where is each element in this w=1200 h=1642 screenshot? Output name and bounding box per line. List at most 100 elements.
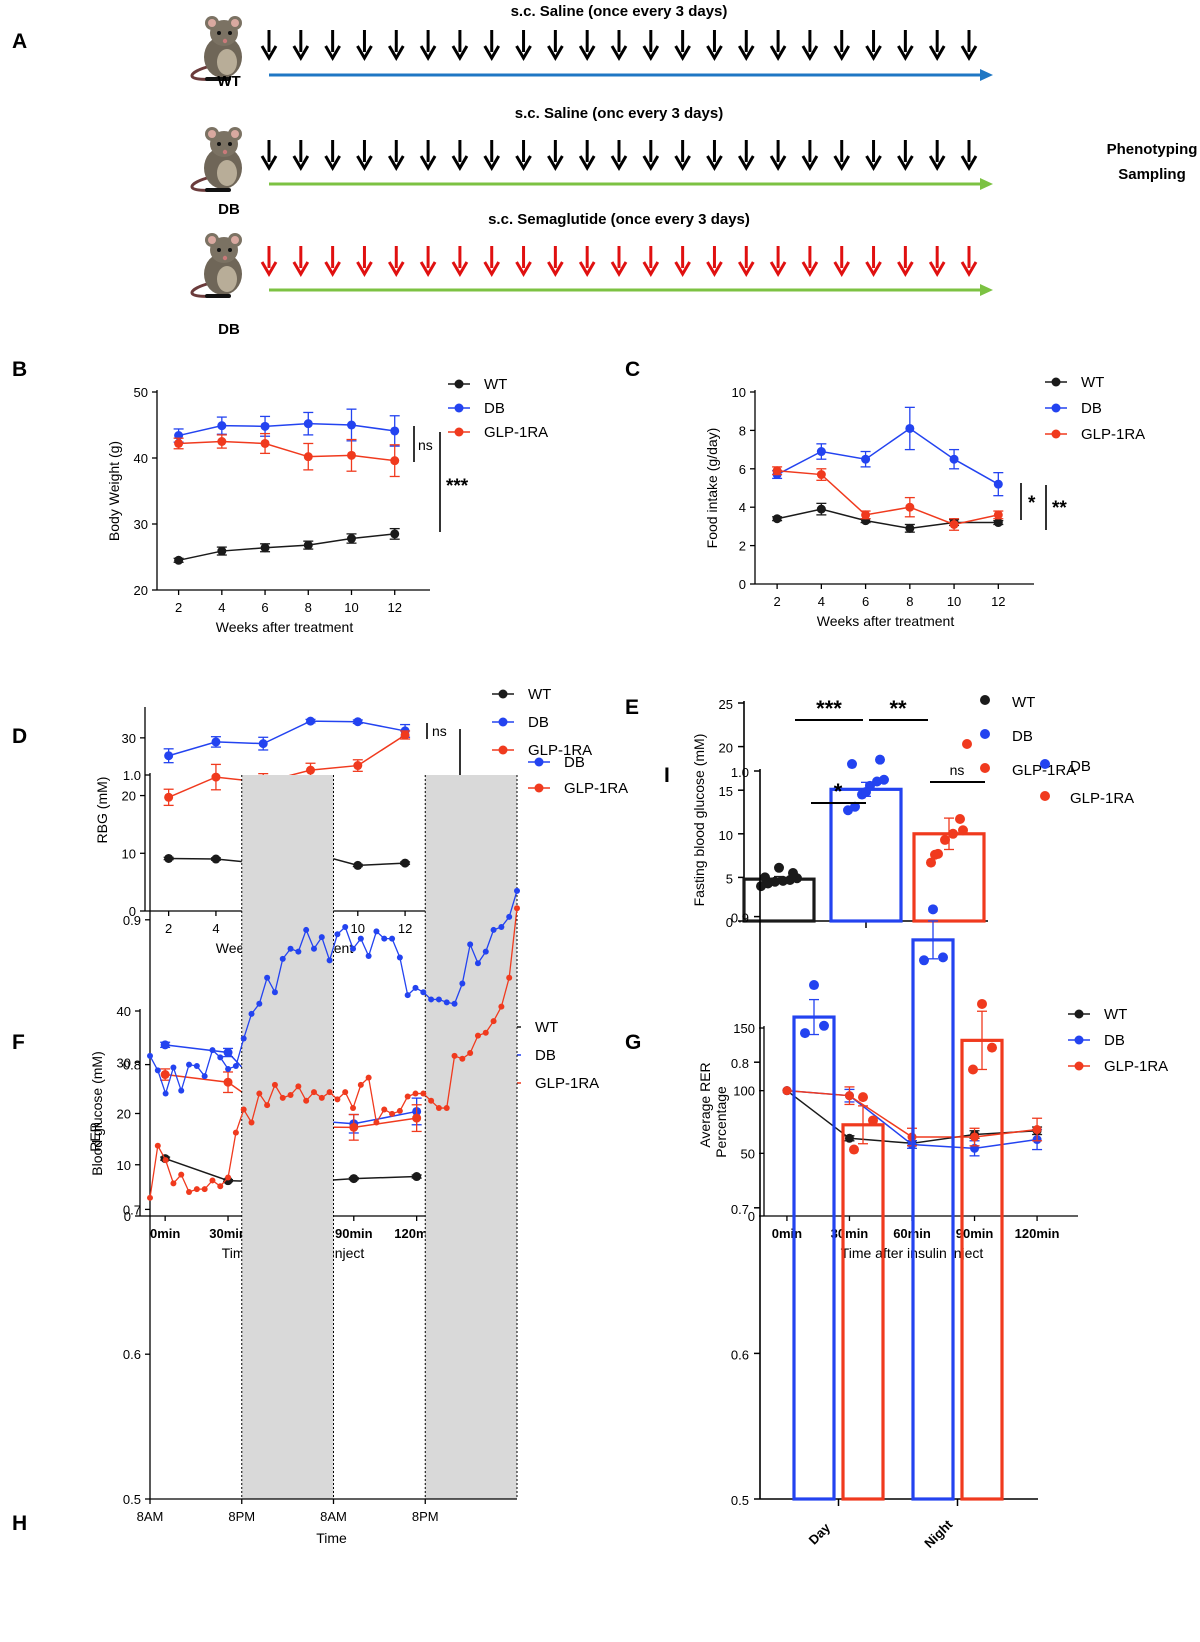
data-point bbox=[232, 1129, 239, 1136]
y-tick-label: 40 bbox=[134, 451, 148, 466]
chart-c: C 0 2 4 6 8 10 2 4 6 8 10 12 Weeks after treatment Foo… bbox=[625, 358, 1145, 629]
bar bbox=[911, 938, 955, 1501]
legend-marker bbox=[1074, 1035, 1084, 1045]
data-point bbox=[260, 421, 270, 431]
data-point bbox=[264, 1102, 271, 1109]
data-point bbox=[334, 1096, 341, 1103]
injection-arrowhead bbox=[387, 261, 405, 277]
injection-arrowhead bbox=[260, 261, 278, 277]
injection-arrowhead bbox=[801, 261, 819, 277]
injection-arrowhead bbox=[865, 261, 882, 277]
data-point bbox=[211, 737, 221, 747]
injection-arrowhead bbox=[737, 45, 755, 61]
panel-label-g: G bbox=[625, 1031, 641, 1054]
legend-label: WT bbox=[1081, 374, 1104, 391]
data-point bbox=[310, 945, 317, 952]
data-point bbox=[306, 765, 316, 775]
bar-group-db bbox=[792, 904, 955, 1501]
chart-h: H 0.5 0.6 0.7 0.8 0.9 1.0 8AM 8PM 8AM 8PM Time RER DB… bbox=[12, 754, 628, 1546]
data-point bbox=[861, 786, 871, 797]
injection-arrowhead bbox=[706, 155, 723, 171]
y-tick-label: 150 bbox=[733, 1021, 755, 1036]
data-point bbox=[193, 1063, 200, 1070]
data-point bbox=[373, 928, 380, 935]
panel-label-h: H bbox=[12, 1512, 27, 1535]
legend-marker bbox=[534, 783, 544, 793]
injection-arrowhead bbox=[897, 155, 914, 171]
timeline-arrowhead bbox=[980, 69, 993, 81]
x-axis-label: Weeks after treatment bbox=[817, 613, 955, 629]
x-tick-label: 0min bbox=[772, 1226, 802, 1241]
bar bbox=[792, 1015, 836, 1501]
data-point bbox=[949, 519, 959, 529]
mouse-ear-inner bbox=[208, 130, 216, 138]
data-point bbox=[271, 989, 278, 996]
data-point bbox=[178, 1087, 185, 1094]
y-axis-label: Fasting blood glucose (mM) bbox=[691, 734, 707, 907]
data-point bbox=[905, 423, 915, 433]
data-point bbox=[287, 945, 294, 952]
data-point bbox=[849, 1144, 859, 1155]
injection-arrowhead bbox=[356, 155, 373, 171]
significance-label: *** bbox=[816, 696, 842, 721]
data-point bbox=[490, 926, 497, 933]
data-point bbox=[987, 1042, 997, 1053]
data-point bbox=[993, 510, 1003, 520]
injection-arrowhead bbox=[292, 261, 310, 277]
legend-marker bbox=[1074, 1061, 1084, 1071]
injection-arrowhead bbox=[356, 261, 373, 277]
injection-arrowhead bbox=[960, 155, 978, 171]
night-shade bbox=[241, 775, 334, 1499]
series-glp-1ra bbox=[173, 432, 400, 478]
y-tick-label: 0.9 bbox=[123, 913, 141, 928]
data-point bbox=[390, 456, 400, 466]
injection-arrowhead bbox=[801, 45, 819, 61]
legend-label: GLP-1RA bbox=[528, 742, 592, 759]
data-point bbox=[162, 1157, 169, 1164]
series-line bbox=[178, 533, 395, 562]
injection-arrowhead bbox=[928, 261, 946, 277]
y-tick-label: 1.0 bbox=[123, 768, 141, 783]
y-tick-label: 25 bbox=[719, 697, 733, 712]
data-point bbox=[400, 858, 410, 868]
series-wt bbox=[173, 527, 400, 565]
mouse-ear-inner bbox=[231, 19, 239, 27]
mouse-nose bbox=[222, 149, 228, 155]
y-axis-label: Food intake (g/day) bbox=[704, 428, 720, 549]
data-point bbox=[926, 857, 936, 868]
data-point bbox=[858, 1092, 868, 1103]
legend-label: DB bbox=[484, 400, 505, 417]
injection-arrowhead bbox=[897, 45, 914, 61]
y-axis-label: Percentage bbox=[713, 1086, 729, 1158]
data-point bbox=[490, 1018, 497, 1025]
data-point bbox=[467, 1050, 474, 1057]
data-point bbox=[186, 1061, 193, 1068]
mouse-eye bbox=[217, 248, 221, 252]
data-point bbox=[400, 730, 410, 740]
mouse-ear-inner bbox=[208, 236, 216, 244]
y-axis-label: Body Weight (g) bbox=[106, 441, 122, 541]
data-point bbox=[816, 447, 826, 457]
x-axis-label: Time bbox=[316, 1530, 347, 1546]
bar-group-glp-1ra bbox=[841, 998, 1004, 1501]
data-point bbox=[396, 1107, 403, 1114]
injection-arrowhead bbox=[451, 261, 469, 277]
injection-arrowhead bbox=[737, 155, 755, 171]
x-tick-label: 90min bbox=[956, 1226, 994, 1241]
data-point bbox=[412, 1113, 422, 1123]
endpoint-label-sampling: Sampling bbox=[1118, 166, 1186, 183]
mouse-eye bbox=[228, 142, 232, 146]
y-tick-label: 6 bbox=[739, 462, 746, 477]
y-tick-label: 0 bbox=[739, 577, 746, 592]
mouse-eye bbox=[228, 248, 232, 252]
injection-arrowhead bbox=[928, 155, 946, 171]
mouse-ear-inner bbox=[208, 19, 216, 27]
injection-arrowhead bbox=[610, 261, 628, 277]
data-point bbox=[349, 1174, 359, 1184]
y-tick-label: 10 bbox=[122, 846, 136, 861]
data-point bbox=[482, 948, 489, 955]
x-tick-label: 90min bbox=[335, 1226, 373, 1241]
data-point bbox=[350, 1105, 357, 1112]
y-tick-label: 30 bbox=[117, 1055, 131, 1070]
